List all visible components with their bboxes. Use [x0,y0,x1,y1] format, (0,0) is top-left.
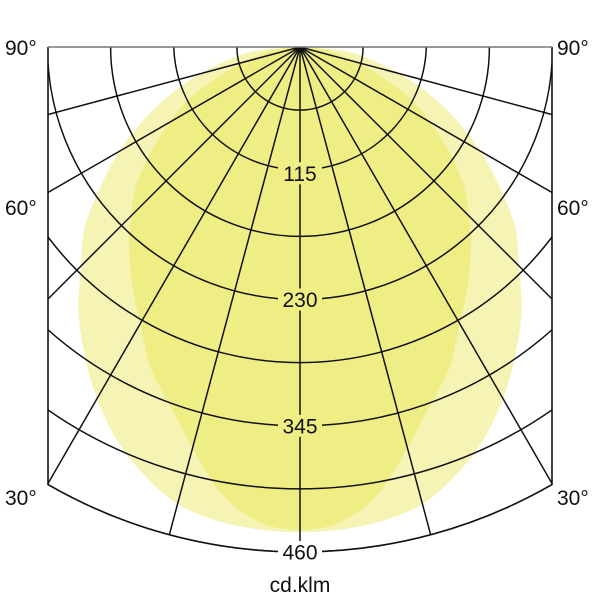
grid-radial-line [299,47,552,484]
grid-radial-line [48,47,301,194]
angle-label-right-30: 30° [557,487,589,510]
tick-label-background [278,288,322,311]
radial-tick-label: 115 [283,163,316,186]
grid-radial-line [299,47,552,116]
grid-radial-line [48,47,301,116]
radial-tick-label: 460 [282,542,317,565]
grid-radial-line [299,47,552,194]
tick-label-background [278,541,322,563]
angle-label-left-90: 90° [5,37,37,60]
angle-label-left-60: 60° [5,197,37,220]
grid-radial-line [168,47,301,535]
grid-radial-line [299,47,432,535]
tick-label-background [278,162,322,185]
grid-radial-line [48,47,301,300]
radial-tick-label: 345 [282,415,317,438]
radial-tick-labels: 115 230 345 460 [278,162,322,565]
tick-label-background [278,414,322,437]
grid-radial-line [48,47,301,484]
angle-label-right-60: 60° [557,197,589,220]
angle-label-left-30: 30° [5,487,37,510]
grid-radial-line [299,47,552,300]
angle-label-right-90: 90° [557,37,589,60]
radial-tick-label: 230 [282,289,317,312]
unit-label: cd.klm [270,574,331,597]
